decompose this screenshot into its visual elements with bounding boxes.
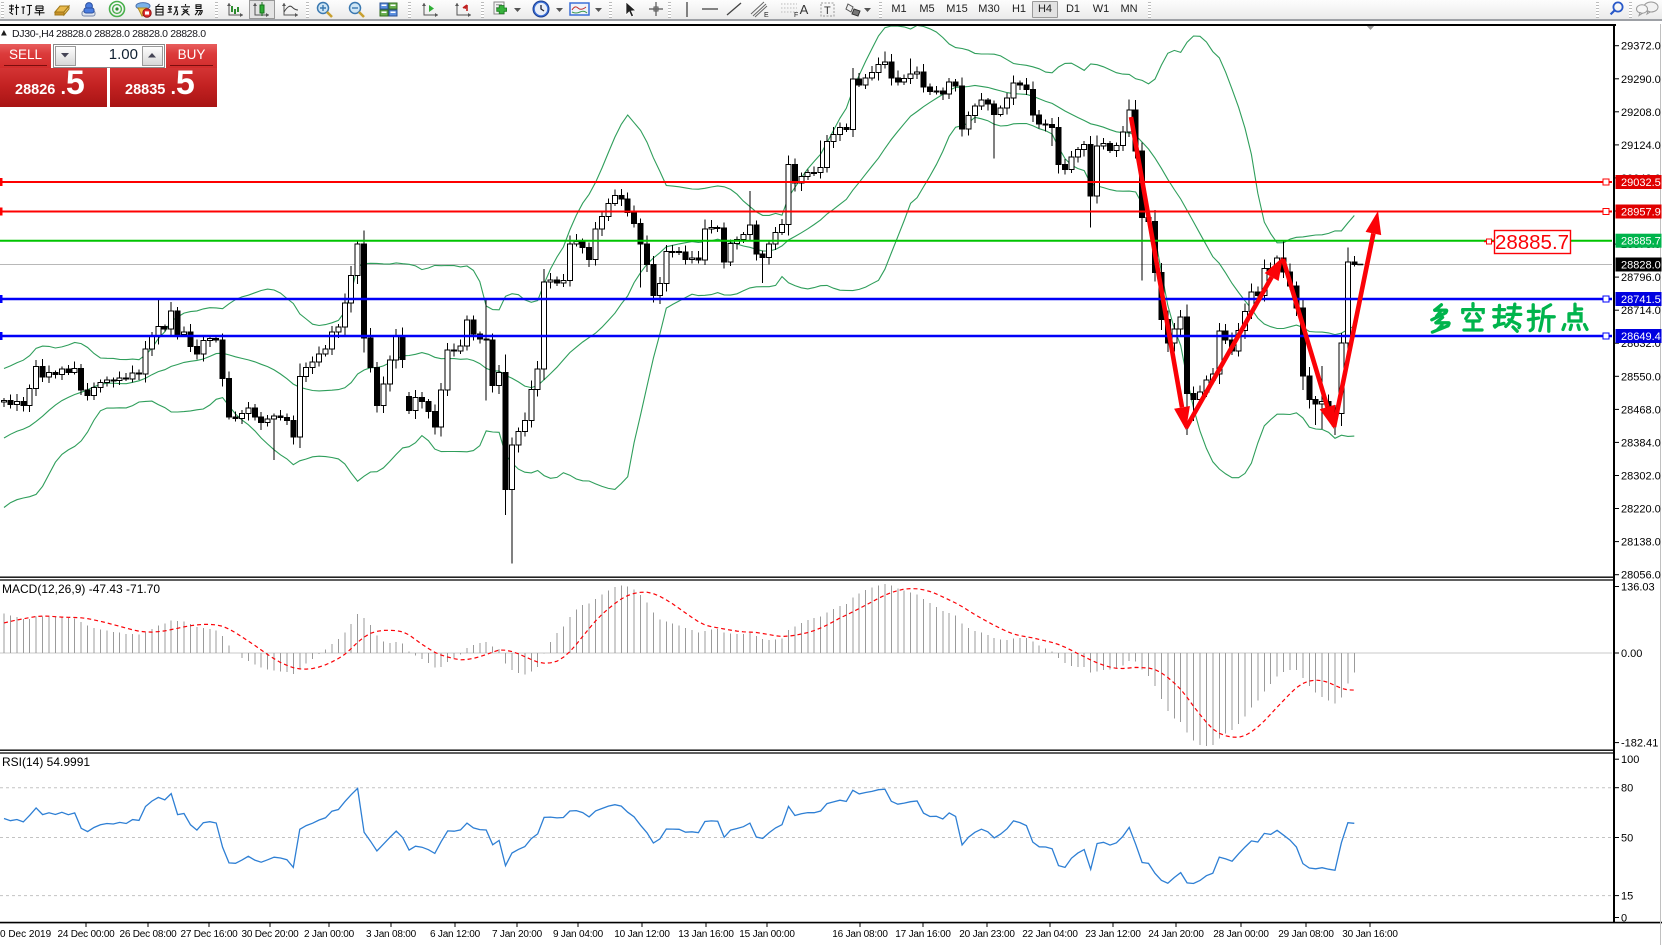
svg-text:28220.0: 28220.0 <box>1621 504 1661 516</box>
svg-text:17 Jan 16:00: 17 Jan 16:00 <box>895 929 951 940</box>
svg-text:28828.0 28828.0 28828.0 28828.: 28828.0 28828.0 28828.0 28828.0 <box>56 28 206 40</box>
svg-text:100: 100 <box>1621 754 1639 766</box>
svg-text:136.03: 136.03 <box>1621 582 1655 594</box>
svg-text:MACD(12,26,9) -47.43 -71.70: MACD(12,26,9) -47.43 -71.70 <box>2 582 160 596</box>
svg-text:29 Jan 08:00: 29 Jan 08:00 <box>1278 929 1334 940</box>
svg-text:0: 0 <box>1621 913 1627 925</box>
svg-text:28796.0: 28796.0 <box>1621 272 1661 284</box>
svg-text:9 Jan 04:00: 9 Jan 04:00 <box>553 929 604 940</box>
svg-text:28714.0: 28714.0 <box>1621 305 1661 317</box>
svg-text:28056.0: 28056.0 <box>1621 570 1661 582</box>
svg-text:DJ30-,H4: DJ30-,H4 <box>12 28 54 40</box>
svg-text:28649.4: 28649.4 <box>1621 331 1661 343</box>
svg-text:28885.7: 28885.7 <box>1495 231 1569 254</box>
svg-text:3 Jan 08:00: 3 Jan 08:00 <box>366 929 417 940</box>
svg-text:T: T <box>824 5 831 17</box>
svg-text:29290.0: 29290.0 <box>1621 74 1661 86</box>
svg-text:0 Dec 2019: 0 Dec 2019 <box>0 929 52 940</box>
svg-text:28550.0: 28550.0 <box>1621 371 1661 383</box>
svg-text:2 Jan 00:00: 2 Jan 00:00 <box>304 929 355 940</box>
svg-text:29124.0: 29124.0 <box>1621 140 1661 152</box>
svg-text:22 Jan 04:00: 22 Jan 04:00 <box>1022 929 1078 940</box>
svg-text:RSI(14) 54.9991: RSI(14) 54.9991 <box>2 755 90 769</box>
svg-text:28384.0: 28384.0 <box>1621 437 1661 449</box>
svg-text:30 Jan 16:00: 30 Jan 16:00 <box>1342 929 1398 940</box>
svg-text:E: E <box>764 12 769 19</box>
svg-text:16 Jan 08:00: 16 Jan 08:00 <box>832 929 888 940</box>
svg-text:29208.0: 29208.0 <box>1621 107 1661 119</box>
svg-text:28885.7: 28885.7 <box>1621 236 1661 248</box>
svg-text:23 Jan 12:00: 23 Jan 12:00 <box>1085 929 1141 940</box>
svg-text:13 Jan 16:00: 13 Jan 16:00 <box>678 929 734 940</box>
svg-text:15 Jan 00:00: 15 Jan 00:00 <box>739 929 795 940</box>
svg-text:24 Dec 00:00: 24 Dec 00:00 <box>57 929 115 940</box>
svg-text:28138.0: 28138.0 <box>1621 537 1661 549</box>
svg-text:28302.0: 28302.0 <box>1621 471 1661 483</box>
svg-text:28957.9: 28957.9 <box>1621 207 1661 219</box>
svg-text:0.00: 0.00 <box>1621 648 1642 660</box>
svg-text:26 Dec 08:00: 26 Dec 08:00 <box>119 929 177 940</box>
svg-text:10 Jan 12:00: 10 Jan 12:00 <box>614 929 670 940</box>
svg-text:28828.0: 28828.0 <box>1621 260 1661 272</box>
svg-text:28741.5: 28741.5 <box>1621 294 1661 306</box>
svg-text:7 Jan 20:00: 7 Jan 20:00 <box>492 929 543 940</box>
svg-text:50: 50 <box>1621 833 1633 845</box>
svg-text:27 Dec 16:00: 27 Dec 16:00 <box>180 929 238 940</box>
svg-text:20 Jan 23:00: 20 Jan 23:00 <box>959 929 1015 940</box>
svg-text:-182.41: -182.41 <box>1621 738 1658 750</box>
svg-text:29372.0: 29372.0 <box>1621 41 1661 53</box>
svg-text:15: 15 <box>1621 891 1633 903</box>
svg-text:28 Jan 00:00: 28 Jan 00:00 <box>1213 929 1269 940</box>
svg-text:6 Jan 12:00: 6 Jan 12:00 <box>430 929 481 940</box>
svg-text:F: F <box>794 12 798 19</box>
svg-text:80: 80 <box>1621 783 1633 795</box>
svg-text:29032.5: 29032.5 <box>1621 177 1661 189</box>
svg-text:24 Jan 20:00: 24 Jan 20:00 <box>1148 929 1204 940</box>
svg-text:30 Dec 20:00: 30 Dec 20:00 <box>241 929 299 940</box>
svg-text:28468.0: 28468.0 <box>1621 404 1661 416</box>
